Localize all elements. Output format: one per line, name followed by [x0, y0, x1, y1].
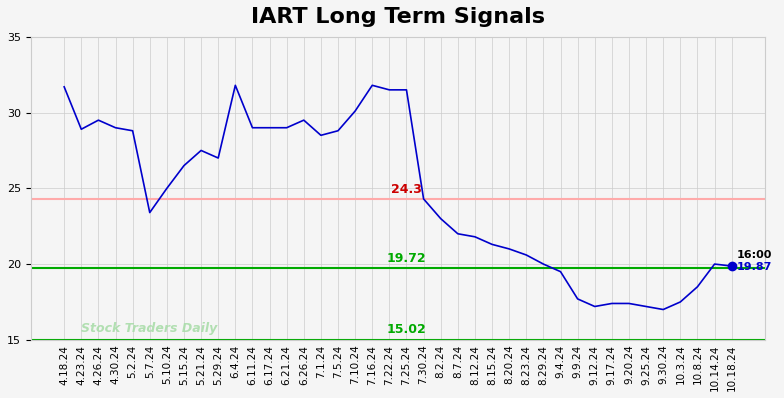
Title: IART Long Term Signals: IART Long Term Signals — [251, 7, 545, 27]
Text: Stock Traders Daily: Stock Traders Daily — [82, 322, 217, 335]
Text: 15.02: 15.02 — [387, 324, 426, 336]
Text: 19.87: 19.87 — [737, 262, 772, 272]
Text: 24.3: 24.3 — [391, 183, 422, 196]
Text: 19.72: 19.72 — [387, 252, 426, 265]
Text: 16:00: 16:00 — [737, 250, 772, 260]
